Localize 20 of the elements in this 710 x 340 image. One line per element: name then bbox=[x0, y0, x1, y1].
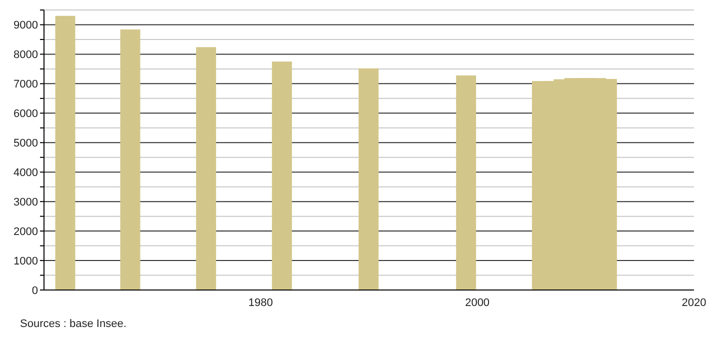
y-tick-label: 0 bbox=[32, 284, 38, 297]
x-tick-label: 2020 bbox=[682, 296, 706, 309]
y-tick-label: 9000 bbox=[14, 20, 38, 32]
x-tick-label: 2000 bbox=[465, 296, 490, 309]
bar bbox=[272, 62, 292, 290]
y-tick-label: 8000 bbox=[14, 49, 38, 62]
bar bbox=[120, 29, 140, 290]
bar bbox=[358, 68, 379, 290]
y-tick-label: 7000 bbox=[14, 78, 38, 91]
bar bbox=[55, 16, 76, 290]
y-tick-label: 2000 bbox=[14, 226, 38, 238]
y-tick-label: 5000 bbox=[14, 138, 38, 150]
source-note: Sources : base Insee. bbox=[20, 318, 128, 330]
y-tick-label: 6000 bbox=[14, 108, 38, 120]
x-tick-label: 1980 bbox=[248, 296, 273, 309]
bar bbox=[196, 47, 216, 290]
bar bbox=[456, 75, 476, 290]
y-tick-label: 4000 bbox=[14, 167, 38, 180]
y-tick-label: 1000 bbox=[14, 255, 38, 268]
y-tick-label: 3000 bbox=[14, 196, 38, 208]
